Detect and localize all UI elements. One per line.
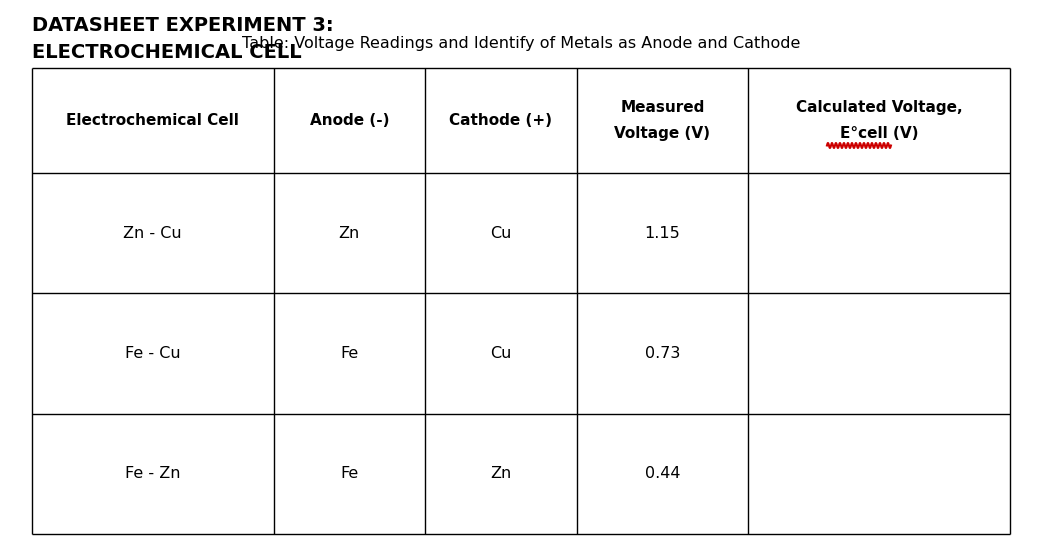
Text: Electrochemical Cell: Electrochemical Cell — [67, 113, 240, 128]
Text: Fe: Fe — [341, 466, 358, 482]
Text: DATASHEET EXPERIMENT 3:: DATASHEET EXPERIMENT 3: — [32, 16, 333, 35]
Text: Fe - Cu: Fe - Cu — [125, 346, 180, 361]
Text: Table: Voltage Readings and Identify of Metals as Anode and Cathode: Table: Voltage Readings and Identify of … — [242, 36, 800, 51]
Text: E°cell (V): E°cell (V) — [840, 126, 918, 141]
Text: Zn - Cu: Zn - Cu — [123, 225, 182, 241]
Text: Zn: Zn — [339, 225, 359, 241]
Text: Cu: Cu — [491, 346, 512, 361]
Text: Cathode (+): Cathode (+) — [449, 113, 552, 128]
Text: Measured: Measured — [620, 100, 704, 115]
Text: Zn: Zn — [491, 466, 512, 482]
Text: Voltage (V): Voltage (V) — [615, 126, 711, 141]
Text: ELECTROCHEMICAL CELL: ELECTROCHEMICAL CELL — [32, 43, 301, 62]
Text: 0.44: 0.44 — [645, 466, 680, 482]
Text: Fe - Zn: Fe - Zn — [125, 466, 180, 482]
Text: 0.73: 0.73 — [645, 346, 680, 361]
Text: Cu: Cu — [491, 225, 512, 241]
Text: Anode (-): Anode (-) — [309, 113, 389, 128]
Text: 1.15: 1.15 — [644, 225, 680, 241]
Text: Calculated Voltage,: Calculated Voltage, — [796, 100, 962, 115]
Text: Fe: Fe — [341, 346, 358, 361]
